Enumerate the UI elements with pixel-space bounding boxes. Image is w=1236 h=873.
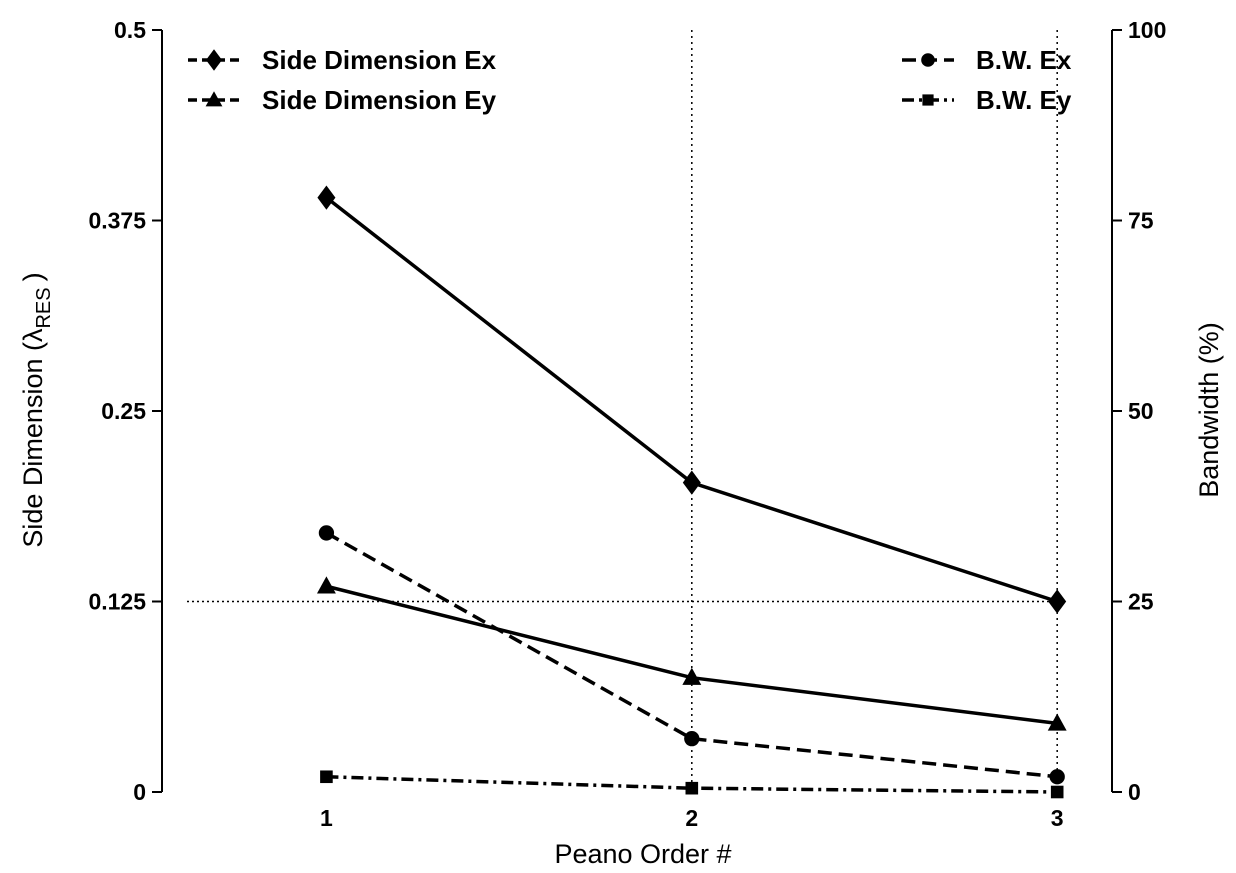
grid-lines bbox=[187, 30, 1058, 792]
axes: 0 0.125 0.25 0.375 0.5 0 25 50 75 100 1 2 3 bbox=[88, 17, 1166, 831]
marker-diamond bbox=[206, 49, 222, 71]
y-axis-title-main: Side Dimension ( bbox=[18, 342, 48, 548]
marker-square bbox=[685, 781, 699, 795]
x-tick-label: 3 bbox=[1051, 805, 1064, 831]
legend-label: Side Dimension Ey bbox=[262, 85, 497, 115]
y-axis-title: Side Dimension (λRES) bbox=[18, 272, 55, 547]
y2-tick-label: 75 bbox=[1128, 208, 1154, 234]
y2-axis-title: Bandwidth (%) bbox=[1194, 322, 1224, 498]
series-b-w-ex bbox=[318, 525, 1065, 785]
y-tick-label: 0.5 bbox=[114, 17, 146, 43]
marker-circle bbox=[318, 525, 335, 541]
marker-triangle bbox=[205, 91, 223, 107]
marker-diamond bbox=[682, 470, 701, 495]
marker-circle bbox=[684, 731, 700, 747]
x-axis-title: Peano Order # bbox=[554, 839, 731, 869]
y2-tick-label: 100 bbox=[1128, 17, 1166, 43]
series-side-dimension-ex bbox=[317, 185, 1067, 614]
legend-label: B.W. Ey bbox=[976, 85, 1072, 115]
marker-triangle bbox=[316, 576, 336, 594]
legend-item: Side Dimension Ey bbox=[188, 85, 497, 115]
y-tick-label: 0.25 bbox=[101, 398, 146, 424]
legend-label: B.W. Ex bbox=[976, 45, 1072, 75]
y2-tick-label: 0 bbox=[1128, 779, 1141, 805]
y2-tick-label: 25 bbox=[1128, 589, 1154, 615]
marker-square bbox=[922, 94, 934, 106]
y-tick-label: 0.375 bbox=[88, 208, 146, 234]
marker-triangle bbox=[1047, 713, 1067, 731]
series-b-w-ey bbox=[320, 770, 1064, 799]
series-line bbox=[326, 775, 1058, 794]
marker-circle bbox=[921, 53, 935, 67]
legend: Side Dimension Ex Side Dimension Ey B.W. E… bbox=[188, 45, 1072, 115]
y-tick-label: 0.125 bbox=[88, 589, 146, 615]
marker-square bbox=[320, 770, 333, 784]
y-tick-label: 0 bbox=[133, 779, 146, 805]
marker-square bbox=[1050, 785, 1064, 799]
y-axis-title-close: ) bbox=[18, 272, 48, 281]
x-tick-label: 1 bbox=[320, 805, 333, 831]
series-layer bbox=[316, 185, 1067, 799]
y-axis-title-lambda: λ bbox=[18, 328, 48, 342]
series-line bbox=[325, 531, 1058, 779]
legend-item: B.W. Ex bbox=[902, 45, 1072, 75]
marker-triangle bbox=[682, 667, 702, 685]
series-side-dimension-ey bbox=[316, 576, 1067, 731]
marker-circle bbox=[1049, 769, 1065, 785]
y-axis-title-subscript: RES bbox=[33, 287, 55, 328]
legend-label: Side Dimension Ex bbox=[262, 45, 497, 75]
x-tick-label: 2 bbox=[685, 805, 698, 831]
legend-item: B.W. Ey bbox=[902, 85, 1072, 115]
marker-diamond bbox=[1048, 589, 1067, 614]
y2-tick-label: 50 bbox=[1128, 398, 1154, 424]
legend-item: Side Dimension Ex bbox=[188, 45, 497, 75]
marker-diamond bbox=[317, 185, 336, 210]
